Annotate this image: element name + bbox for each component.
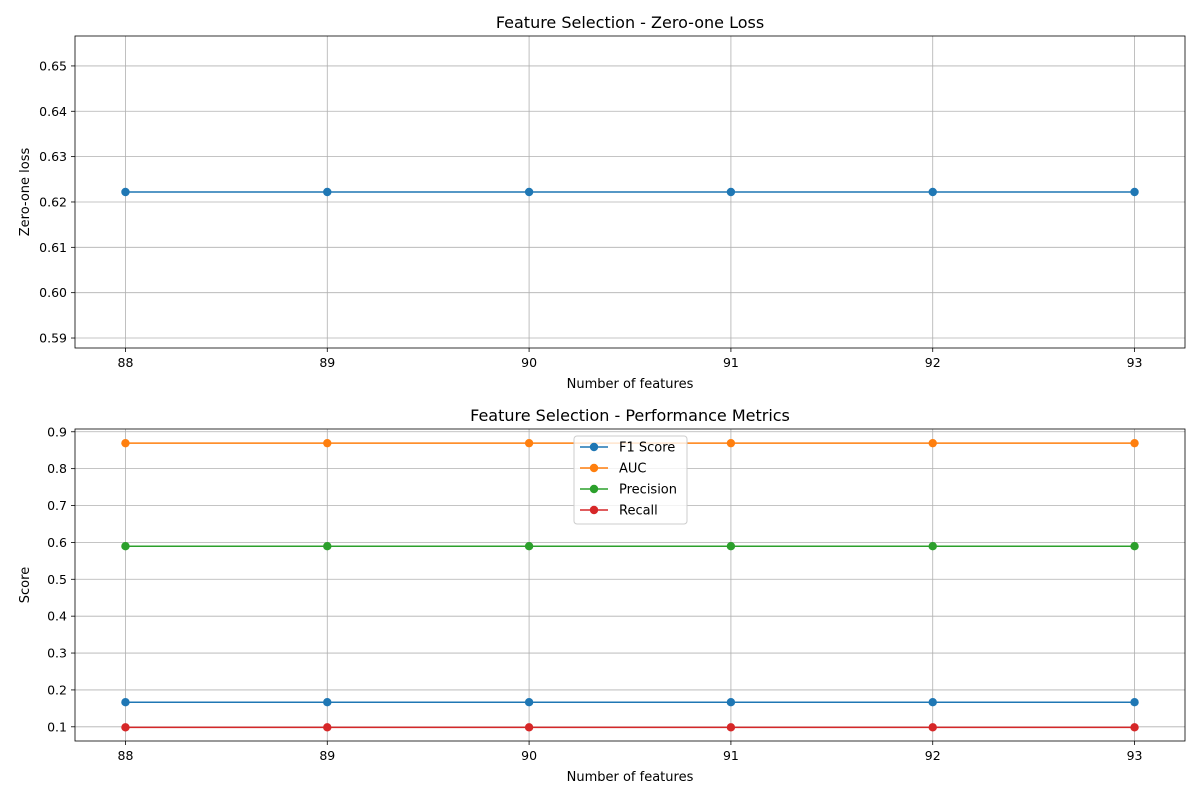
metrics-xtick-label: 90 bbox=[521, 748, 537, 763]
metrics-xtick-label: 92 bbox=[925, 748, 941, 763]
metrics-x-axis-label: Number of features bbox=[567, 770, 694, 785]
metrics-xtick-label: 88 bbox=[118, 748, 134, 763]
metrics-point-recall bbox=[121, 723, 130, 732]
metrics-point-auc bbox=[928, 438, 937, 448]
loss-xtick-label: 93 bbox=[1127, 355, 1143, 370]
metrics-point-f1-score bbox=[726, 698, 736, 707]
loss-ytick-label: 0.61 bbox=[39, 240, 67, 255]
metrics-chart: 88 89 90 91 92 93 0.1 0.2 0.3 0.4 0.5 0.6 0.7 0.8 0.9 F… bbox=[18, 406, 1186, 785]
metrics-point-auc bbox=[726, 438, 736, 448]
metrics-point-auc bbox=[524, 438, 534, 448]
metrics-point-auc bbox=[323, 438, 332, 448]
metrics-point-f1-score bbox=[121, 698, 130, 707]
loss-ytick-label: 0.65 bbox=[39, 58, 67, 73]
metrics-ytick-label: 0.3 bbox=[47, 646, 67, 661]
loss-chart-title: Feature Selection - Zero-one Loss bbox=[496, 13, 764, 32]
metrics-legend: F1 Score AUC Precision Recall bbox=[573, 435, 688, 525]
metrics-ytick-label: 0.9 bbox=[47, 424, 67, 439]
legend-label-precision: Precision bbox=[619, 483, 677, 498]
metrics-y-axis-label: Score bbox=[18, 567, 33, 603]
metrics-point-f1-score bbox=[323, 698, 332, 707]
legend-marker-f1-score bbox=[589, 442, 599, 452]
legend-label-recall: Recall bbox=[619, 504, 658, 519]
metrics-xtick-label: 89 bbox=[319, 748, 335, 763]
loss-xtick-label: 88 bbox=[118, 355, 134, 370]
loss-point-series bbox=[121, 187, 130, 197]
metrics-point-f1-score bbox=[1130, 698, 1139, 707]
loss-point-series bbox=[928, 187, 937, 197]
metrics-point-precision bbox=[726, 542, 736, 551]
loss-ytick-label: 0.63 bbox=[39, 149, 67, 164]
loss-point-series bbox=[524, 187, 534, 197]
loss-y-axis-label: Zero-one loss bbox=[18, 148, 33, 237]
metrics-ytick-label: 0.8 bbox=[47, 461, 67, 476]
metrics-axes-frame bbox=[74, 428, 1186, 742]
loss-xtick-label: 92 bbox=[925, 355, 941, 370]
loss-ytick-label: 0.64 bbox=[39, 104, 67, 119]
metrics-point-auc bbox=[121, 438, 130, 448]
metrics-legend-box bbox=[573, 435, 688, 525]
metrics-xtick-label: 91 bbox=[723, 748, 739, 763]
metrics-point-precision bbox=[1130, 542, 1139, 551]
metrics-ytick-label: 0.7 bbox=[47, 498, 67, 513]
loss-x-axis-label: Number of features bbox=[567, 377, 694, 392]
loss-xtick-label: 89 bbox=[319, 355, 335, 370]
metrics-point-precision bbox=[121, 542, 130, 551]
metrics-ytick-label: 0.6 bbox=[47, 535, 67, 550]
loss-axes-frame bbox=[74, 35, 1186, 349]
metrics-point-precision bbox=[928, 542, 937, 551]
loss-xtick-label: 90 bbox=[521, 355, 537, 370]
legend-label-f1-score: F1 Score bbox=[619, 441, 675, 456]
metrics-point-f1-score bbox=[928, 698, 937, 707]
loss-point-series bbox=[323, 187, 332, 197]
legend-marker-recall bbox=[589, 505, 599, 515]
metrics-point-precision bbox=[323, 542, 332, 551]
loss-chart: 88 89 90 91 92 93 0.59 0.60 0.61 0.62 0.63 0.64 0.65… bbox=[18, 13, 1186, 392]
loss-point-series bbox=[1130, 187, 1139, 197]
metrics-point-recall bbox=[323, 723, 332, 732]
legend-marker-auc bbox=[589, 463, 599, 473]
metrics-point-recall bbox=[524, 723, 534, 732]
metrics-ytick-label: 0.5 bbox=[47, 572, 67, 587]
metrics-ytick-label: 0.4 bbox=[47, 609, 67, 624]
loss-ytick-label: 0.62 bbox=[39, 194, 67, 209]
metrics-point-recall bbox=[928, 723, 937, 732]
legend-label-auc: AUC bbox=[619, 462, 647, 477]
metrics-point-recall bbox=[1130, 723, 1139, 732]
metrics-xtick-label: 93 bbox=[1127, 748, 1143, 763]
metrics-point-auc bbox=[1130, 438, 1139, 448]
loss-ytick-label: 0.59 bbox=[39, 331, 67, 346]
loss-ytick-label: 0.60 bbox=[39, 285, 67, 300]
metrics-ytick-label: 0.1 bbox=[47, 719, 67, 734]
legend-marker-precision bbox=[589, 484, 599, 494]
metrics-point-precision bbox=[524, 542, 534, 551]
loss-point-series bbox=[726, 187, 736, 197]
loss-xtick-label: 91 bbox=[723, 355, 739, 370]
metrics-chart-title: Feature Selection - Performance Metrics bbox=[470, 406, 790, 425]
metrics-point-f1-score bbox=[524, 698, 534, 707]
metrics-ytick-label: 0.2 bbox=[47, 682, 67, 697]
metrics-point-recall bbox=[726, 723, 736, 732]
